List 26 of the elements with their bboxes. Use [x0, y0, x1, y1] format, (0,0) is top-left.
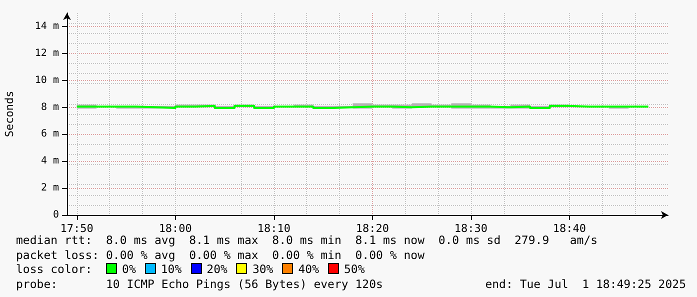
text: loss color: — [16, 262, 94, 276]
x-tick-label: 18:00 — [158, 222, 192, 235]
text: median rtt: 8.0 ms avg 8.1 ms max 8.0 ms min 8.1 ms now 0.0 ms sd 279.9 am/s — [16, 233, 598, 247]
x-tick-label: 18:30 — [454, 222, 488, 235]
y-tick-label: 8 m — [40, 102, 59, 113]
text: 30% — [252, 262, 274, 276]
text: 10% — [160, 262, 182, 276]
text: 20% — [206, 262, 228, 276]
y-tick-label: 4 m — [40, 156, 59, 167]
text: 50% — [344, 262, 365, 276]
x-tick-label: 18:20 — [356, 222, 389, 235]
text: probe: 10 ICMP Echo Pings (56 Bytes) every 120s — [16, 276, 383, 290]
x-tick-label: 17:50 — [60, 222, 94, 235]
text: packet loss: 0.00 % avg 0.00 % max 0.00 % min 0.00 % now — [16, 248, 424, 262]
y-axis-title: Seconds — [3, 90, 16, 138]
y-tick-label: 0 — [52, 210, 59, 220]
y-tick-label: 14 m — [34, 20, 59, 32]
y-tick-label: 2 m — [40, 182, 59, 194]
y-tick-label: 10 m — [34, 74, 59, 86]
x-tick-label: 18:10 — [257, 222, 290, 235]
text: 0% — [122, 262, 136, 276]
y-tick-label: 6 m — [40, 128, 59, 140]
text: 40% — [298, 262, 319, 276]
x-tick-label: 18:40 — [552, 222, 586, 235]
y-tick-label: 12 m — [34, 48, 59, 59]
text: end: Tue Jul 1 18:49:25 2025 — [485, 276, 686, 290]
